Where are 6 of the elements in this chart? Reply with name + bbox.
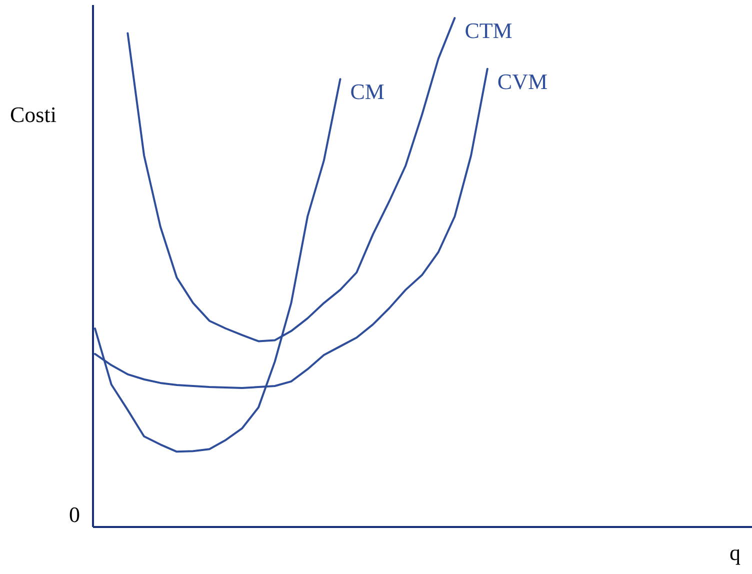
series-label: CVM — [497, 68, 548, 94]
series-label: CM — [350, 79, 384, 104]
series-label: CTM — [464, 18, 512, 43]
x-axis-title: q — [730, 540, 740, 565]
y-axis-title: Costi — [10, 102, 56, 127]
text: 0 — [69, 502, 80, 527]
